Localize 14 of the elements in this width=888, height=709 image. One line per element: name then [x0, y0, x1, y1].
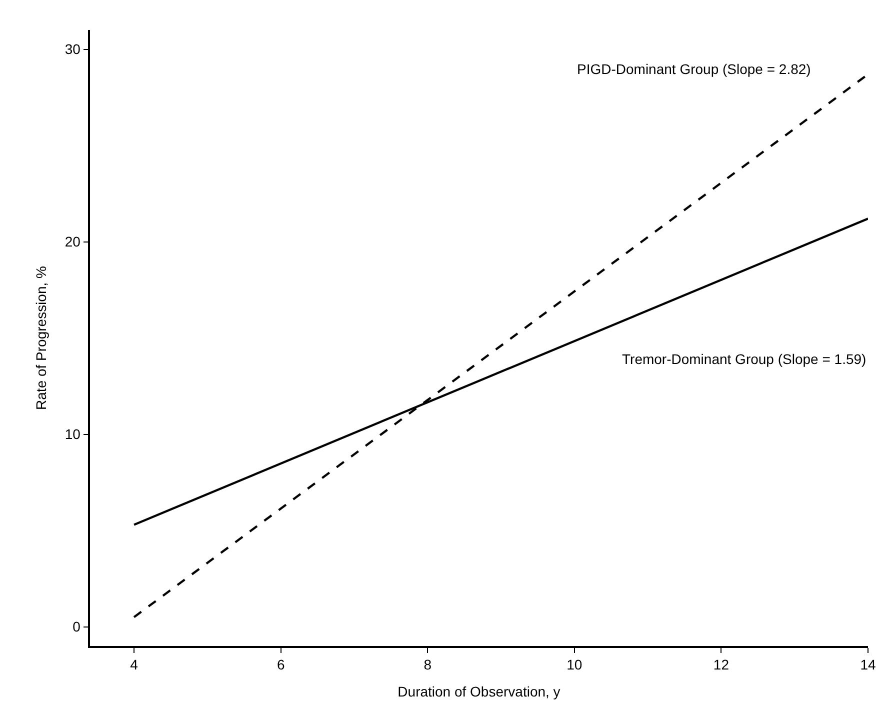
text: PIGD-Dominant Group (Slope = 2.82): [577, 61, 811, 77]
y-tick-label: 0: [72, 618, 81, 635]
x-tick-label: 8: [424, 656, 432, 673]
y-tick-label: 10: [64, 426, 81, 442]
x-axis-title: Duration of Observation, y: [398, 683, 560, 700]
x-tick-label: 4: [130, 656, 138, 673]
x-tick-label: 12: [713, 656, 730, 673]
x-tick-label: 6: [276, 656, 285, 673]
series-label: Tremor-Dominant Group (Slope = 1.59): [622, 351, 866, 367]
y-axis-title: Rate of Progression, %: [32, 266, 49, 410]
y-tick-label: 20: [64, 234, 81, 250]
x-tick-label: 10: [566, 656, 582, 673]
x-tick-label: 14: [860, 656, 876, 673]
y-tick-label: 30: [64, 41, 81, 58]
